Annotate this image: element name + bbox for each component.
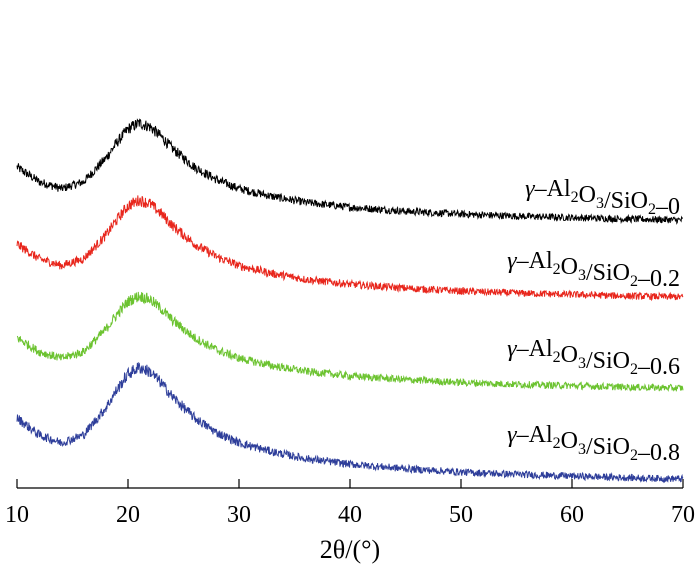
x-tick-label: 50 xyxy=(449,502,473,528)
x-tick-label: 70 xyxy=(671,502,695,528)
series-labels: γ–Al2O3/SiO2–0 γ–Al2O3/SiO2–0.2 γ–Al2O3/Si… xyxy=(507,176,680,466)
x-ticks: 10 20 30 40 50 60 70 xyxy=(5,479,695,528)
series-line-0 xyxy=(16,118,684,225)
series-line-1 xyxy=(16,195,684,302)
series-label-3: γ–Al2O3/SiO2–0.8 xyxy=(507,422,680,466)
series-label-0: γ–Al2O3/SiO2–0 xyxy=(525,176,680,220)
x-tick-label: 20 xyxy=(116,502,140,528)
series-line-3 xyxy=(16,361,684,484)
x-tick-label: 40 xyxy=(338,502,362,528)
x-tick-label: 60 xyxy=(560,502,584,528)
series-line-2 xyxy=(16,291,684,392)
x-axis-title: 2θ/(°) xyxy=(320,535,380,564)
x-tick-label: 10 xyxy=(5,502,29,528)
series-label-2: γ–Al2O3/SiO2–0.6 xyxy=(507,336,680,380)
series-label-1: γ–Al2O3/SiO2–0.2 xyxy=(507,248,680,292)
plot-lines xyxy=(16,118,684,484)
x-tick-label: 30 xyxy=(227,502,251,528)
